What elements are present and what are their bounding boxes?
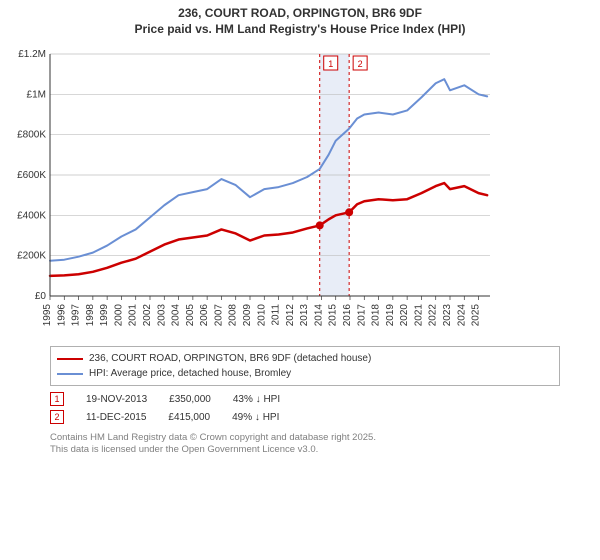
svg-text:2006: 2006: [199, 304, 210, 327]
svg-text:£0: £0: [35, 291, 47, 302]
svg-text:2025: 2025: [471, 304, 482, 327]
svg-text:2022: 2022: [428, 304, 439, 327]
svg-text:2002: 2002: [142, 304, 153, 327]
svg-text:£600K: £600K: [17, 170, 46, 181]
svg-text:2018: 2018: [371, 304, 382, 327]
svg-text:2020: 2020: [399, 304, 410, 327]
event-price-2: £415,000: [168, 412, 210, 423]
svg-text:1995: 1995: [42, 304, 53, 327]
svg-text:£1M: £1M: [27, 89, 46, 100]
event-row-2: 2 11-DEC-2015 £415,000 49% ↓ HPI: [50, 408, 560, 426]
legend-swatch-hpi: [57, 373, 83, 375]
svg-text:1999: 1999: [99, 304, 110, 327]
event-date-2: 11-DEC-2015: [86, 412, 146, 423]
svg-text:2003: 2003: [156, 304, 167, 327]
svg-text:2019: 2019: [385, 304, 396, 327]
svg-text:2016: 2016: [342, 304, 353, 327]
event-delta-1: 43% ↓ HPI: [233, 394, 280, 405]
svg-text:2008: 2008: [228, 304, 239, 327]
svg-text:£800K: £800K: [17, 130, 46, 141]
title-line-1: 236, COURT ROAD, ORPINGTON, BR6 9DF: [0, 6, 600, 20]
legend: 236, COURT ROAD, ORPINGTON, BR6 9DF (det…: [50, 346, 560, 386]
svg-text:1996: 1996: [56, 304, 67, 327]
svg-text:2014: 2014: [313, 304, 324, 327]
svg-text:2012: 2012: [285, 304, 296, 327]
svg-text:£400K: £400K: [17, 210, 46, 221]
event-delta-2: 49% ↓ HPI: [232, 412, 279, 423]
footer: Contains HM Land Registry data © Crown c…: [50, 432, 560, 457]
svg-text:2005: 2005: [185, 304, 196, 327]
chart-container: £0 £200K £400K £600K £800K £1M £1.2M 19951996 19…: [0, 42, 600, 342]
footer-line-1: Contains HM Land Registry data © Crown c…: [50, 432, 560, 444]
svg-text:2007: 2007: [213, 304, 224, 327]
svg-text:£1.2M: £1.2M: [18, 49, 46, 60]
event-row-1: 1 19-NOV-2013 £350,000 43% ↓ HPI: [50, 390, 560, 408]
svg-text:2009: 2009: [242, 304, 253, 327]
svg-text:2023: 2023: [442, 304, 453, 327]
legend-label-hpi: HPI: Average price, detached house, Brom…: [89, 366, 291, 381]
svg-text:1: 1: [328, 59, 333, 69]
footer-line-2: This data is licensed under the Open Gov…: [50, 444, 560, 456]
event-marker-2: 2: [50, 410, 64, 424]
svg-text:1998: 1998: [85, 304, 96, 327]
svg-text:2000: 2000: [113, 304, 124, 327]
svg-text:2010: 2010: [256, 304, 267, 327]
svg-text:2021: 2021: [413, 304, 424, 327]
chart-title: 236, COURT ROAD, ORPINGTON, BR6 9DF Pric…: [0, 0, 600, 36]
event-price-1: £350,000: [169, 394, 211, 405]
svg-text:2004: 2004: [171, 304, 182, 327]
events-table: 1 19-NOV-2013 £350,000 43% ↓ HPI 2 11-DE…: [50, 390, 560, 426]
legend-item-subject: 236, COURT ROAD, ORPINGTON, BR6 9DF (det…: [57, 351, 553, 366]
line-chart: £0 £200K £400K £600K £800K £1M £1.2M 19951996 19…: [0, 42, 570, 342]
event-marker-1: 1: [50, 392, 64, 406]
legend-label-subject: 236, COURT ROAD, ORPINGTON, BR6 9DF (det…: [89, 351, 371, 366]
legend-swatch-subject: [57, 358, 83, 360]
svg-text:1997: 1997: [71, 304, 82, 327]
svg-text:2013: 2013: [299, 304, 310, 327]
svg-text:2011: 2011: [271, 304, 282, 326]
title-line-2: Price paid vs. HM Land Registry's House …: [0, 22, 600, 36]
svg-text:£200K: £200K: [17, 251, 46, 262]
svg-text:2015: 2015: [328, 304, 339, 327]
svg-text:2017: 2017: [356, 304, 367, 327]
svg-text:2001: 2001: [128, 304, 139, 327]
legend-item-hpi: HPI: Average price, detached house, Brom…: [57, 366, 553, 381]
event-date-1: 19-NOV-2013: [86, 394, 147, 405]
svg-text:2: 2: [358, 59, 363, 69]
svg-text:2024: 2024: [456, 304, 467, 327]
